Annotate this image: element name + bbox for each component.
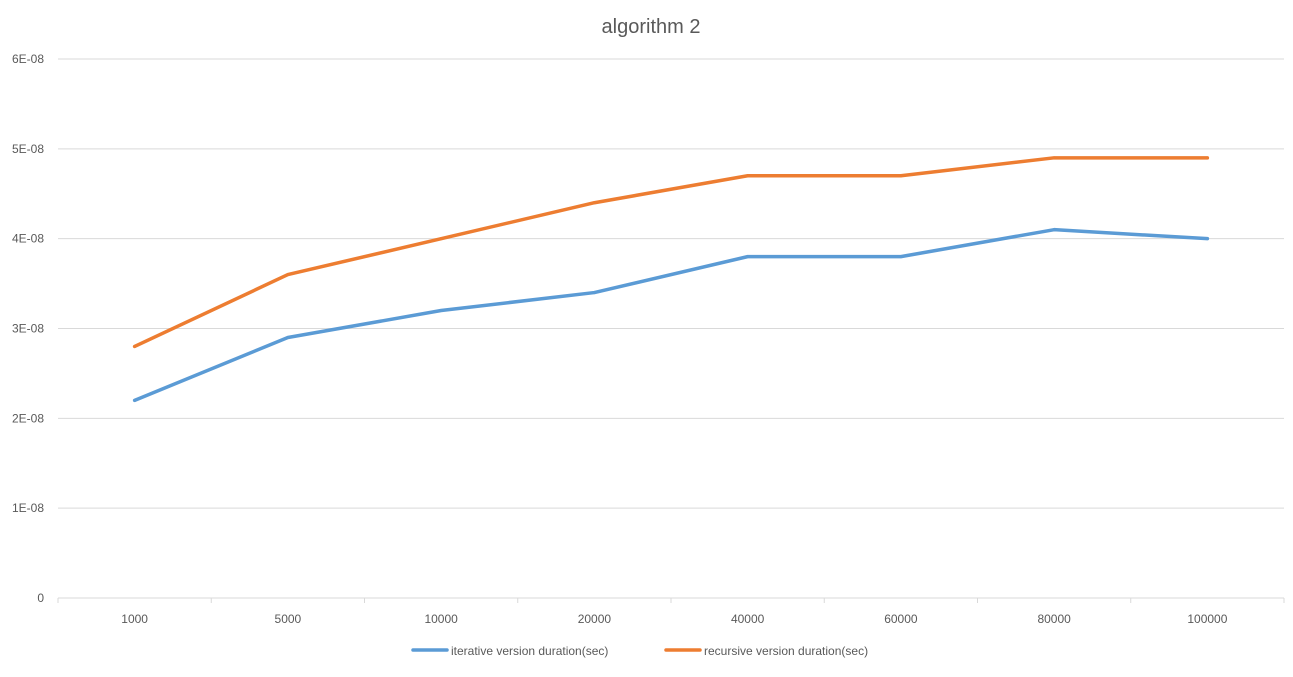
y-tick-label: 1E-08 — [12, 501, 44, 515]
data-point — [286, 273, 290, 277]
legend-label: iterative version duration(sec) — [451, 644, 608, 658]
data-point — [746, 255, 750, 259]
y-tick-label: 2E-08 — [12, 411, 44, 425]
data-point — [592, 291, 596, 295]
x-axis-tick-labels: 1000 5000 10000 20000 40000 60000 80000 100000 — [121, 612, 1227, 626]
series-line-iterative — [132, 227, 1210, 403]
data-point — [746, 174, 750, 178]
y-tick-label: 0 — [37, 591, 44, 605]
series-line-recursive — [132, 156, 1210, 349]
chart-title: algorithm 2 — [602, 16, 701, 38]
x-tick-label: 10000 — [424, 612, 458, 626]
x-tick-label: 40000 — [731, 612, 765, 626]
data-point — [1205, 237, 1209, 241]
y-tick-label: 3E-08 — [12, 322, 44, 336]
data-point — [899, 255, 903, 259]
data-point — [592, 201, 596, 205]
data-point — [286, 335, 290, 339]
y-tick-label: 4E-08 — [12, 232, 44, 246]
x-tick-label: 20000 — [578, 612, 612, 626]
gridlines — [57, 58, 1285, 603]
y-tick-label: 6E-08 — [12, 52, 44, 66]
data-point — [439, 309, 443, 313]
legend: iterative version duration(sec) recursive… — [411, 644, 868, 658]
data-point — [133, 398, 137, 402]
x-tick-label: 1000 — [121, 612, 148, 626]
data-point — [439, 237, 443, 241]
legend-label: recursive version duration(sec) — [704, 644, 868, 658]
data-point — [1205, 156, 1209, 160]
y-axis-tick-labels: 0 1E-08 2E-08 3E-08 4E-08 5E-08 6E-08 — [12, 52, 44, 605]
x-tick-label: 5000 — [275, 612, 302, 626]
data-point — [899, 174, 903, 178]
x-tick-label: 100000 — [1187, 612, 1227, 626]
data-point — [1052, 228, 1056, 232]
data-point — [1052, 156, 1056, 160]
data-point — [133, 344, 137, 348]
y-tick-label: 5E-08 — [12, 142, 44, 156]
x-tick-label: 60000 — [884, 612, 918, 626]
x-tick-label: 80000 — [1037, 612, 1071, 626]
series-lines — [132, 156, 1210, 403]
